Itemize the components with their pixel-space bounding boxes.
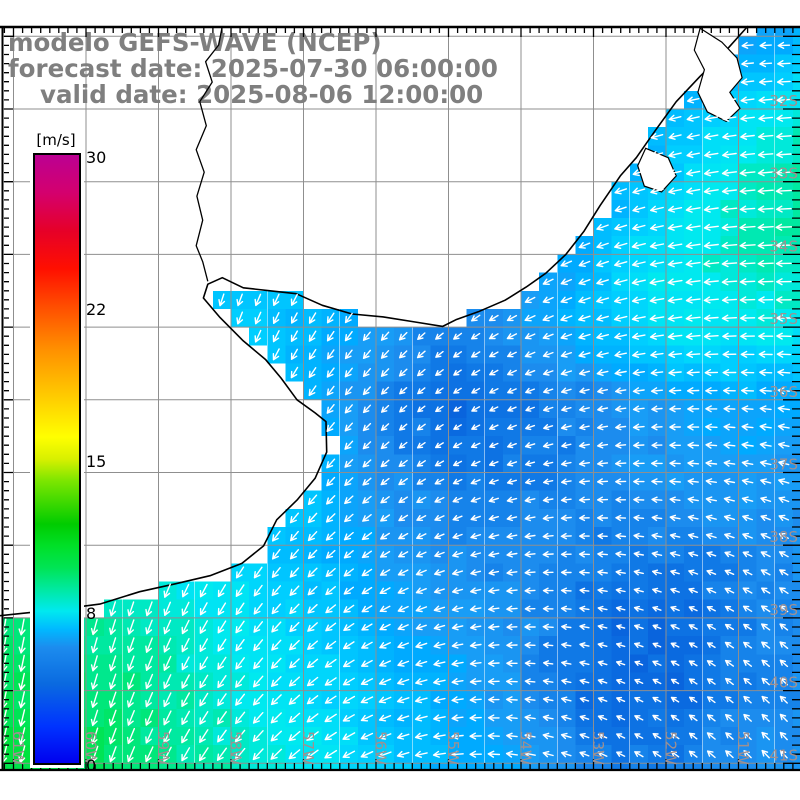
- wave-speed-cells: [3, 27, 800, 770]
- lon-label: 51W: [734, 731, 752, 765]
- colorbar-tick-label: 8: [86, 604, 97, 623]
- map-frame: [0, 25, 800, 772]
- lon-label: 57W: [299, 731, 317, 765]
- colorbar-tick-label: 22: [86, 300, 107, 319]
- map-title-block: modelo GEFS-WAVE (NCEP) forecast date: 2…: [8, 28, 498, 109]
- latlon-grid-lines: [3, 27, 800, 770]
- colorbar-tick-label: 15: [86, 452, 107, 471]
- lat-label: 35S: [769, 310, 798, 328]
- lon-label: 61W: [9, 731, 27, 765]
- lat-label: 38S: [769, 528, 798, 546]
- colorbar-unit-label: [m/s]: [30, 131, 82, 149]
- lon-label: 56W: [372, 731, 390, 765]
- lon-label: 52W: [662, 731, 680, 765]
- colorbar-gradient: [33, 153, 81, 765]
- lat-label: 36S: [769, 383, 798, 401]
- lat-label: 34S: [769, 237, 798, 255]
- lon-label: 60W: [82, 731, 100, 765]
- axis-ticks: [3, 26, 800, 770]
- lat-label: 33S: [769, 165, 798, 183]
- lon-label: 53W: [589, 731, 607, 765]
- axis-labels: 32S 33S 34S 35S 36S 37S 38S 39S 40S 41S 61W 60W 59W 5…: [9, 92, 798, 765]
- lat-label: 37S: [769, 456, 798, 474]
- lon-label: 55W: [444, 731, 462, 765]
- lat-label: 39S: [769, 601, 798, 619]
- colorbar-tick-label: 0: [86, 756, 97, 775]
- lat-label: 32S: [769, 92, 798, 110]
- lon-label: 54W: [517, 731, 535, 765]
- lat-label: 41S: [769, 746, 798, 764]
- valid-date-label: valid date: 2025-08-06 12:00:00: [40, 80, 483, 109]
- coastline: [0, 25, 749, 617]
- colorbar-tick-label: 30: [86, 148, 107, 167]
- lon-label: 59W: [154, 731, 172, 765]
- forecast-date-label: forecast date: 2025-07-30 06:00:00: [8, 54, 498, 83]
- lat-label: 40S: [769, 674, 798, 692]
- lon-label: 58W: [227, 731, 245, 765]
